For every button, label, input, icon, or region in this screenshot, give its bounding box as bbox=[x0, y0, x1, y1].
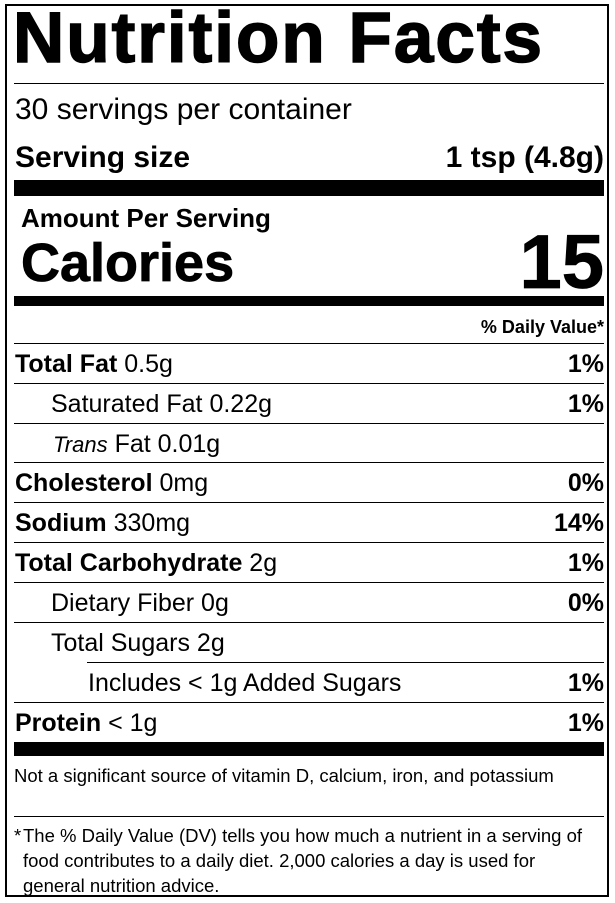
nutrient-name: Dietary Fiber bbox=[51, 589, 195, 617]
nutrient-name: Saturated Fat bbox=[51, 390, 203, 418]
nutrient-dv: 1% bbox=[567, 350, 604, 378]
calories-label: Calories bbox=[21, 233, 235, 294]
label-title: Nutrition Facts bbox=[12, 0, 544, 78]
nutrient-dv: 1% bbox=[567, 549, 604, 577]
nutrient-amount: 2g bbox=[196, 629, 225, 657]
calories-value: 15 bbox=[519, 220, 604, 306]
row-divider bbox=[14, 622, 604, 623]
nutrient-amount: 0.22g bbox=[209, 390, 272, 418]
nutrient-name: Trans bbox=[53, 432, 108, 457]
servings-per-container: 30 servings per container bbox=[15, 93, 352, 126]
nutrient-trans-fat: Trans Fat 0.01g bbox=[53, 429, 220, 460]
medium-divider bbox=[14, 296, 604, 306]
nutrient-amount: 0g bbox=[201, 589, 229, 617]
row-divider bbox=[14, 582, 604, 583]
row-divider-indented bbox=[87, 662, 604, 663]
row-divider bbox=[14, 542, 604, 543]
row-divider bbox=[14, 343, 604, 344]
nutrient-total-fat: Total Fat 0.5g bbox=[15, 349, 173, 379]
footnote-asterisk: * bbox=[14, 825, 22, 846]
nutrient-amount: 2g bbox=[249, 549, 278, 577]
nutrition-facts-label: Nutrition Facts 30 servings per containe… bbox=[5, 0, 609, 898]
nutrient-name: Total Sugars bbox=[51, 629, 190, 657]
row-divider bbox=[14, 383, 604, 384]
nutrient-total-sugars: Total Sugars 2g bbox=[51, 628, 225, 658]
divider bbox=[14, 816, 604, 817]
serving-size-value: 1 tsp (4.8g) bbox=[445, 141, 604, 174]
nutrient-saturated-fat: Saturated Fat 0.22g bbox=[51, 389, 272, 419]
nutrient-dv: 1% bbox=[567, 390, 604, 418]
nutrient-dv: 14% bbox=[553, 509, 604, 537]
nutrient-dietary-fiber: Dietary Fiber 0g bbox=[51, 588, 229, 618]
vitamin-footnote: Not a significant source of vitamin D, c… bbox=[14, 765, 554, 786]
nutrient-protein: Protein < 1g bbox=[15, 708, 157, 738]
nutrient-sodium: Sodium 330mg bbox=[15, 508, 190, 538]
nutrient-amount: < 1g bbox=[108, 709, 158, 737]
nutrient-dv: 1% bbox=[567, 709, 604, 737]
nutrient-amount: 0.5g bbox=[124, 350, 173, 378]
nutrient-name: Total Fat bbox=[15, 350, 118, 378]
nutrient-amount: 0mg bbox=[159, 469, 209, 497]
nutrient-name: Protein bbox=[15, 709, 102, 737]
nutrient-name: Total Carbohydrate bbox=[15, 549, 243, 577]
nutrient-amount: 0.01g bbox=[157, 430, 221, 458]
daily-value-footnote: * The % Daily Value (DV) tells you how m… bbox=[14, 823, 599, 898]
nutrient-cholesterol: Cholesterol 0mg bbox=[15, 468, 208, 498]
row-divider bbox=[14, 462, 604, 463]
row-divider bbox=[14, 502, 604, 503]
nutrient-dv: 1% bbox=[567, 669, 604, 697]
serving-size-label: Serving size bbox=[15, 141, 191, 174]
nutrient-added-sugars: Includes < 1g Added Sugars bbox=[88, 669, 402, 697]
row-divider bbox=[14, 423, 604, 424]
divider bbox=[14, 83, 604, 84]
amount-per-serving: Amount Per Serving bbox=[21, 203, 271, 233]
thick-divider bbox=[14, 180, 604, 196]
daily-value-header: % Daily Value* bbox=[480, 317, 604, 337]
nutrient-name-suffix: Fat bbox=[114, 430, 151, 458]
thick-divider bbox=[14, 742, 604, 756]
nutrient-name: Cholesterol bbox=[15, 469, 153, 497]
row-divider bbox=[14, 702, 604, 703]
nutrient-dv: 0% bbox=[567, 469, 604, 497]
nutrient-amount: 330mg bbox=[113, 509, 191, 537]
nutrient-dv: 0% bbox=[567, 589, 604, 617]
nutrient-name: Sodium bbox=[15, 509, 107, 537]
nutrient-total-carbohydrate: Total Carbohydrate 2g bbox=[15, 548, 277, 578]
footnote-text: The % Daily Value (DV) tells you how muc… bbox=[23, 825, 583, 896]
